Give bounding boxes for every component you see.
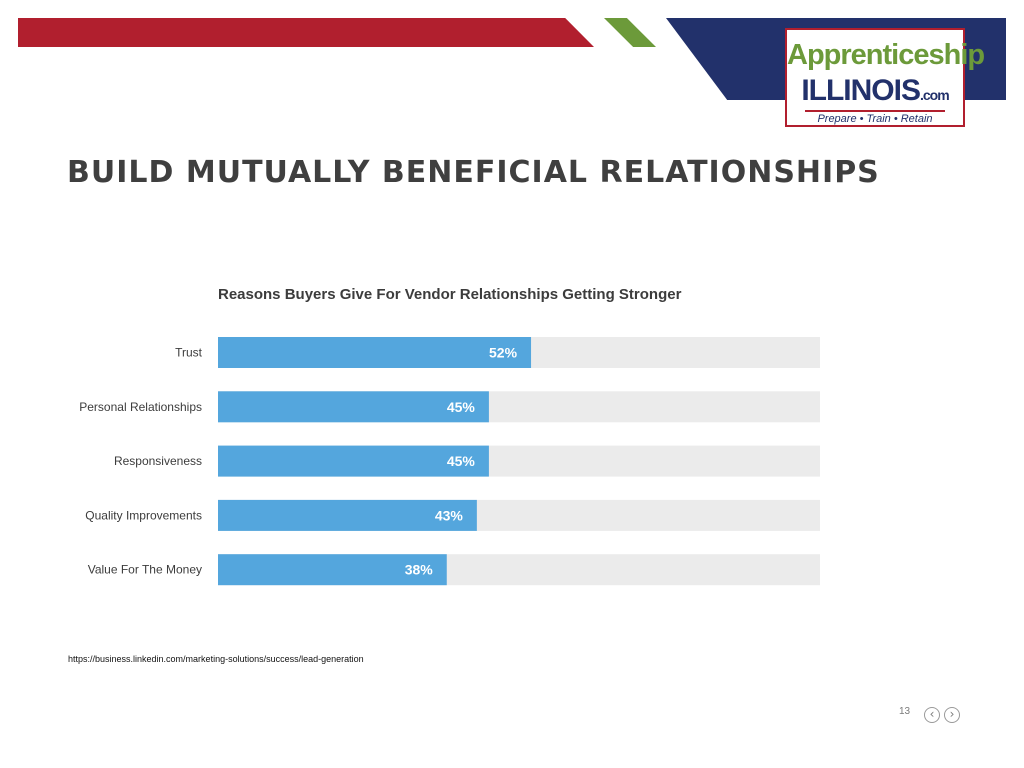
data-label: 45%: [447, 453, 476, 469]
category-label: Personal Relationships: [79, 400, 202, 414]
bar: [218, 445, 489, 477]
data-label: 52%: [489, 345, 518, 361]
category-label: Trust: [175, 346, 203, 360]
logo-line2-main: ILLINOIS: [801, 74, 921, 107]
page-title: BUILD MUTUALLY BENEFICIAL RELATIONSHIPS: [67, 155, 880, 190]
bar: [218, 337, 532, 368]
category-label: Value For The Money: [88, 563, 202, 577]
logo-divider: [805, 110, 945, 112]
page-number: 13: [899, 706, 911, 717]
logo-line2-suffix: .com: [919, 87, 950, 103]
bar: [218, 391, 489, 423]
category-label: Quality Improvements: [85, 508, 202, 522]
data-label: 38%: [405, 562, 434, 578]
data-label: 45%: [447, 399, 476, 415]
chevron-left-icon: ‹: [929, 707, 935, 721]
logo-line2: ILLINOIS.com: [787, 74, 963, 108]
bar: [218, 554, 447, 586]
bar: [218, 499, 477, 531]
data-label: 43%: [435, 507, 464, 523]
chevron-right-icon: ›: [949, 707, 955, 721]
chart-title: Reasons Buyers Give For Vendor Relations…: [218, 286, 682, 303]
next-slide-button[interactable]: ›: [944, 707, 960, 723]
prev-slide-button[interactable]: ‹: [924, 707, 940, 723]
logo-line1: Apprenticeship: [787, 39, 985, 71]
apprenticeship-illinois-logo: Apprenticeship ILLINOIS.com Prepare • Tr…: [785, 28, 985, 127]
logo-tagline: Prepare • Train • Retain: [817, 113, 933, 125]
header-red-band: [18, 18, 594, 47]
source-link[interactable]: https://business.linkedin.com/marketing-…: [68, 654, 364, 664]
category-label: Responsiveness: [114, 454, 202, 468]
